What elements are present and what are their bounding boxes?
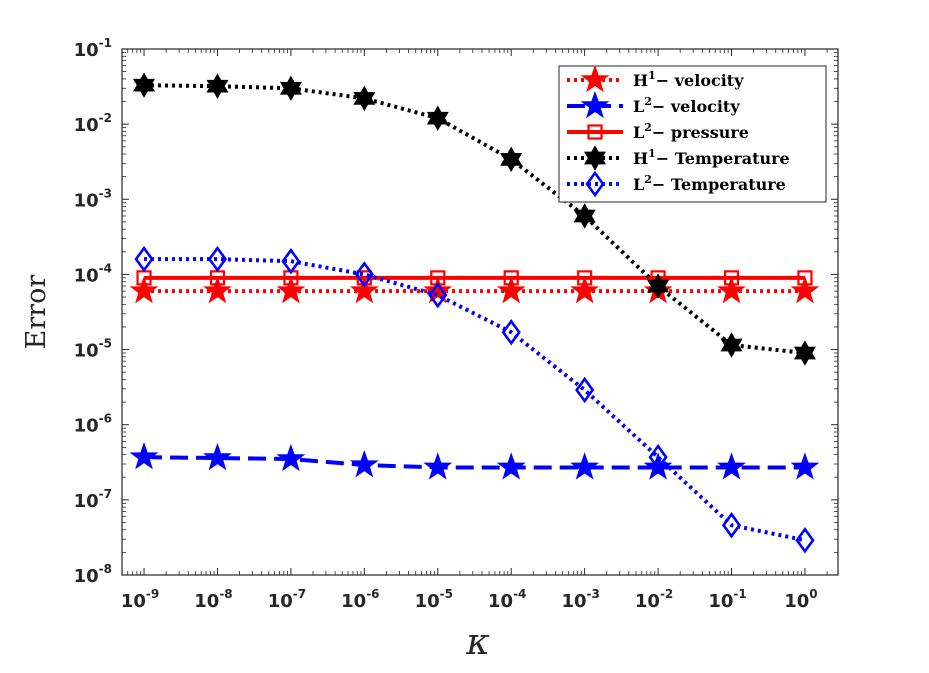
plot-frame [121,48,839,576]
data-point [496,275,526,304]
y-tick-label: 10-7 [74,487,112,512]
x-tick-label: 100 [784,587,817,612]
data-point [501,319,521,346]
data-point [206,73,229,99]
legend: H1− velocity L2− velocity L2− pressure H1− … [558,64,827,203]
series-layer [129,72,820,554]
data-point [203,275,232,304]
x-tick-label: 10-6 [341,587,379,612]
x-tick-label: 10-2 [635,587,673,612]
y-tick-label: 10-5 [74,337,112,362]
legend-item: L2− Temperature [567,170,786,198]
data-point [570,452,600,480]
legend-item: L2− velocity [567,90,740,119]
data-point [129,442,159,470]
series-2 [136,270,813,286]
legend-marker [585,170,605,198]
legend-item: H1− Temperature [567,145,790,171]
data-point [281,247,301,275]
data-point [207,245,228,273]
y-tick-label: 10-4 [74,261,112,286]
y-tick-label: 10-3 [74,186,112,211]
x-tick-label: 10-5 [415,587,453,612]
y-axis-label: Error [21,275,52,350]
series-1 [129,442,820,480]
data-point [496,452,526,480]
data-point [203,442,232,471]
data-point [426,105,449,131]
data-point [503,270,519,286]
data-point [276,443,306,472]
series-4 [134,245,815,554]
y-tick-label: 10-1 [74,36,112,61]
data-point [349,275,379,304]
data-point [720,332,743,358]
data-point [793,340,816,366]
x-tick-label: 10-9 [121,587,159,612]
data-point [790,275,820,304]
series-3 [133,72,816,366]
data-point [276,275,306,304]
data-point [717,452,746,480]
data-point [428,281,448,309]
x-tick-label: 10-4 [488,587,526,612]
data-point [134,245,154,273]
tick-labels: 10-9 10-8 10-7 10-6 10-5 10-4 10-3 10-2 10-1 100 1… [74,36,818,612]
legend-label: H1− velocity [633,69,744,90]
data-point [129,275,159,304]
data-point [349,449,379,478]
data-point [279,75,302,102]
legend-label: L2− velocity [633,95,740,116]
x-axis-label: κ [465,622,490,663]
legend-marker [583,145,607,171]
data-point [423,452,453,480]
data-point [500,146,523,173]
series-line [144,257,806,543]
x-tick-label: 10-7 [268,587,306,612]
x-tick-label: 10-3 [561,587,599,612]
data-point [573,203,596,229]
legend-item: H1− velocity [567,64,744,93]
data-point [647,273,670,299]
legend-label: H1− Temperature [633,147,790,168]
legend-label: L2− pressure [633,121,749,142]
series-line [144,455,805,470]
data-point [354,261,374,288]
data-point [797,270,813,286]
legend-marker [580,90,610,119]
y-tick-label: 10-8 [74,562,112,587]
data-point [795,527,815,554]
data-point [648,443,668,471]
data-point [723,270,740,286]
data-point [577,270,593,286]
data-point [423,275,453,304]
y-tick-label: 10-2 [74,111,112,136]
legend-label: L2− Temperature [633,173,786,194]
x-tick-label: 10-8 [194,587,232,612]
x-tick-label: 10-1 [708,587,746,612]
data-point [353,85,376,112]
data-point [721,511,742,539]
legend-item: L2− pressure [567,121,749,142]
legend-marker [580,64,610,93]
data-point [570,275,600,304]
legend-marker [587,124,603,140]
data-point [790,452,820,480]
axes [121,48,839,576]
data-point [575,376,595,404]
data-point [717,275,746,304]
data-point [133,72,156,98]
y-tick-label: 10-6 [74,412,112,437]
